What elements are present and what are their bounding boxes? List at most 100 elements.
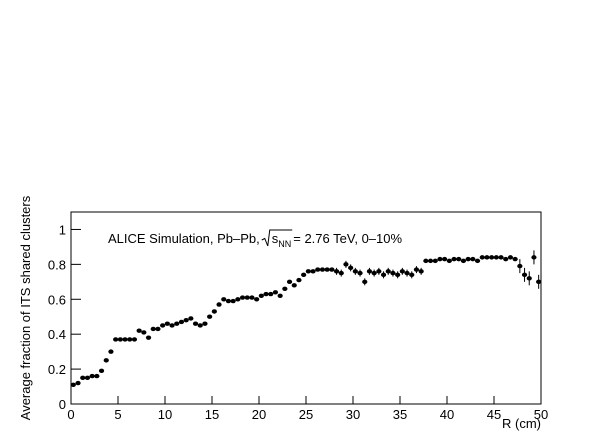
point — [244, 295, 250, 300]
point — [446, 258, 452, 264]
y-tick-label: 0 — [59, 397, 66, 412]
x-tick-label: 30 — [346, 407, 360, 422]
point — [136, 328, 142, 333]
point — [263, 291, 269, 297]
point — [479, 255, 485, 260]
point — [390, 270, 396, 276]
point — [216, 302, 222, 307]
point — [113, 337, 119, 342]
point — [188, 316, 194, 321]
point — [169, 323, 175, 328]
point — [460, 258, 467, 264]
point — [249, 295, 255, 300]
point — [230, 298, 236, 304]
point — [348, 265, 354, 271]
point — [150, 326, 156, 332]
point — [310, 269, 316, 274]
point — [268, 291, 274, 297]
y-tick-label: 0.4 — [48, 327, 66, 342]
point — [108, 349, 114, 354]
point — [131, 337, 138, 342]
point — [395, 272, 401, 278]
point — [380, 272, 387, 278]
point — [517, 263, 523, 269]
point — [376, 269, 382, 274]
point — [211, 309, 217, 314]
point — [371, 270, 377, 276]
point — [98, 368, 105, 374]
point — [498, 255, 504, 260]
point — [531, 255, 537, 260]
point — [526, 276, 532, 281]
x-tick-label: 40 — [440, 407, 454, 422]
point — [456, 256, 462, 262]
point — [235, 297, 241, 302]
point — [183, 318, 189, 323]
point — [366, 269, 373, 274]
point — [164, 321, 170, 326]
point — [192, 321, 199, 326]
point — [413, 267, 420, 272]
point — [470, 256, 476, 262]
point — [536, 279, 542, 285]
point — [221, 297, 227, 302]
point — [343, 262, 349, 267]
annotation-text: ALICE Simulation, Pb–Pb, — [108, 231, 260, 246]
point — [291, 283, 297, 288]
y-tick-label: 0.2 — [48, 362, 66, 377]
point — [484, 255, 490, 260]
point — [94, 373, 100, 379]
point — [432, 258, 438, 264]
point — [258, 293, 264, 298]
point — [225, 298, 232, 304]
x-tick-label: 35 — [393, 407, 407, 422]
point — [70, 382, 76, 387]
point — [254, 297, 260, 302]
y-tick-label: 1 — [59, 222, 66, 237]
point — [329, 267, 335, 272]
point — [141, 330, 147, 335]
point — [286, 279, 293, 285]
point — [282, 286, 288, 291]
point — [197, 323, 203, 328]
point — [305, 269, 311, 274]
point — [493, 255, 499, 260]
point — [117, 337, 123, 342]
point — [474, 258, 481, 264]
point — [338, 270, 344, 276]
point — [178, 319, 185, 325]
point — [89, 373, 95, 379]
point — [103, 358, 109, 363]
annotation: ALICE Simulation, Pb–Pb, sNN = 2.76 TeV, 0… — [108, 231, 402, 249]
x-tick-label: 25 — [299, 407, 313, 422]
annotation-text: = 2.76 TeV, 0–10% — [293, 231, 402, 246]
point — [385, 269, 391, 274]
point — [442, 256, 448, 262]
y-tick-label: 0.8 — [48, 257, 66, 272]
x-tick-label: 20 — [252, 407, 266, 422]
point — [512, 256, 518, 262]
point — [489, 255, 495, 260]
point — [207, 314, 213, 319]
x-axis-label: R (cm) — [502, 416, 541, 431]
point — [122, 337, 128, 342]
point — [174, 321, 180, 326]
point — [427, 258, 434, 264]
point — [409, 272, 415, 278]
point — [362, 279, 368, 285]
point — [423, 258, 429, 264]
point — [465, 256, 471, 262]
point — [404, 270, 410, 276]
point — [418, 269, 424, 274]
point — [84, 375, 91, 381]
x-tick-label: 0 — [67, 407, 74, 422]
point — [301, 272, 307, 278]
point — [160, 323, 166, 328]
x-tick-label: 5 — [114, 407, 121, 422]
point — [319, 267, 326, 272]
point — [296, 277, 302, 283]
y-tick-label: 0.6 — [48, 292, 66, 307]
point — [324, 267, 330, 272]
point — [272, 290, 279, 295]
